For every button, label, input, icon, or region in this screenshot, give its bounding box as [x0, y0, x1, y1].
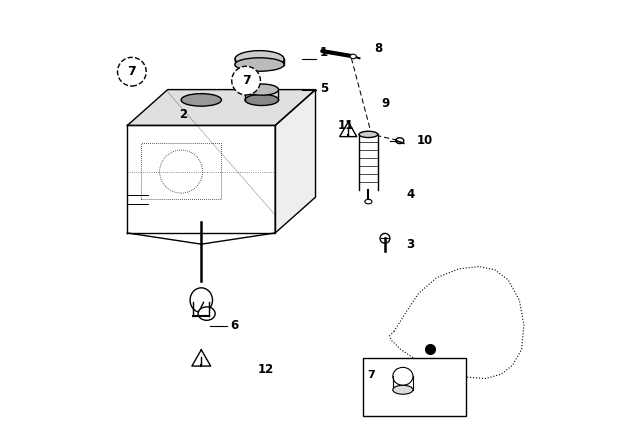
Ellipse shape — [245, 95, 278, 106]
Ellipse shape — [245, 84, 278, 95]
Ellipse shape — [396, 138, 404, 143]
Text: 8: 8 — [374, 42, 382, 55]
Text: 7: 7 — [242, 74, 250, 87]
Ellipse shape — [350, 54, 356, 59]
Polygon shape — [127, 90, 316, 125]
Ellipse shape — [235, 58, 284, 71]
Text: 6: 6 — [230, 319, 239, 332]
Text: 7: 7 — [127, 65, 136, 78]
Text: 3: 3 — [406, 237, 415, 251]
Polygon shape — [127, 125, 275, 233]
Ellipse shape — [365, 199, 372, 204]
Polygon shape — [359, 134, 378, 190]
Text: 1: 1 — [320, 46, 328, 59]
Ellipse shape — [380, 233, 390, 243]
Ellipse shape — [190, 288, 212, 313]
Ellipse shape — [198, 307, 215, 320]
Text: 11: 11 — [338, 119, 354, 132]
Ellipse shape — [235, 51, 284, 68]
Text: 2: 2 — [179, 108, 187, 121]
Ellipse shape — [181, 94, 221, 106]
Bar — [362, 358, 466, 416]
Text: 4: 4 — [406, 188, 415, 202]
Circle shape — [232, 66, 260, 95]
Ellipse shape — [359, 131, 378, 138]
Ellipse shape — [393, 367, 413, 385]
Text: 9: 9 — [382, 97, 390, 111]
Ellipse shape — [393, 385, 413, 394]
Circle shape — [118, 57, 146, 86]
Text: 10: 10 — [417, 134, 433, 147]
Text: 12: 12 — [257, 363, 273, 376]
Polygon shape — [275, 90, 316, 233]
Text: 7: 7 — [367, 370, 376, 380]
Text: 5: 5 — [320, 82, 328, 95]
